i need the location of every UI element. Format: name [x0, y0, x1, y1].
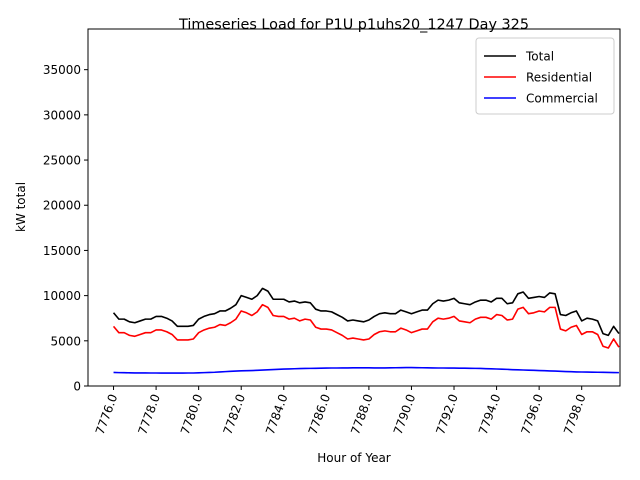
x-tick-label: 7790.0	[391, 392, 419, 436]
x-tick-label: 7798.0	[561, 392, 589, 436]
y-tick-label: 10000	[43, 289, 81, 303]
y-axis-label: kW total	[14, 182, 28, 232]
x-axis: 7776.0 7778.0 7780.0 7782.0 7784.0 7786.0 7788…	[93, 386, 589, 436]
plot-area	[87, 28, 621, 387]
x-axis-label: Hour of Year	[317, 451, 391, 465]
x-tick-label: 7786.0	[306, 392, 334, 436]
x-tick-label: 7776.0	[93, 392, 121, 436]
chart-title: Timeseries Load for P1U p1uhs20_1247 Day…	[178, 17, 529, 33]
y-tick-label: 25000	[43, 154, 81, 168]
legend-label-total: Total	[525, 50, 554, 64]
x-tick-label: 7796.0	[518, 392, 546, 436]
y-tick-label: 0	[73, 380, 81, 394]
series-layer	[112, 287, 620, 374]
legend-box	[475, 37, 615, 115]
legend-label-residential: Residential	[526, 71, 592, 85]
legend-label-commercial: Commercial	[526, 92, 598, 106]
x-tick-label: 7778.0	[135, 392, 163, 436]
x-tick-label: 7784.0	[263, 392, 291, 436]
legend: Total Residential Commercial	[475, 37, 615, 115]
x-tick-label: 7782.0	[221, 392, 249, 436]
y-tick-label: 5000	[50, 334, 81, 348]
y-tick-label: 15000	[43, 244, 81, 258]
x-tick-label: 7788.0	[348, 392, 376, 436]
y-tick-label: 30000	[43, 108, 81, 122]
y-axis: 0 5000 10000 15000 20000 25000 30000 35000	[43, 63, 88, 394]
x-tick-label: 7792.0	[433, 392, 461, 436]
x-tick-label: 7780.0	[178, 392, 206, 436]
x-tick-label: 7794.0	[476, 392, 504, 436]
plot-frame	[87, 28, 621, 387]
y-tick-label: 35000	[43, 63, 81, 77]
series-line-residential	[112, 303, 620, 349]
series-line-commercial	[113, 366, 619, 374]
y-tick-label: 20000	[43, 199, 81, 213]
series-line-total	[112, 287, 620, 337]
